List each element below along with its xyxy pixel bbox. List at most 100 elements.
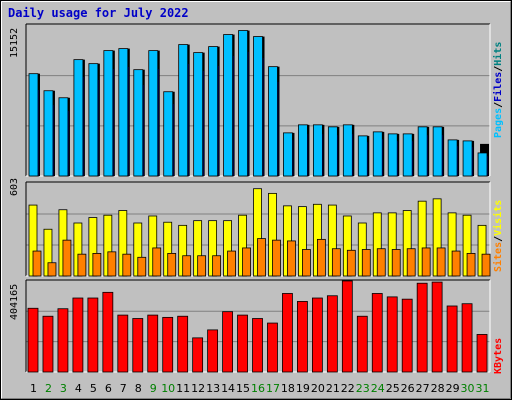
x-tick-day-13: 13 <box>206 382 221 395</box>
bar-sites <box>92 252 102 277</box>
bar-pages <box>28 73 39 177</box>
x-tick-day-27: 27 <box>415 382 430 395</box>
bar-pages <box>208 46 219 177</box>
x-tick-day-25: 25 <box>385 382 400 395</box>
bar-sites <box>436 247 446 277</box>
bar-sites <box>272 239 281 277</box>
x-tick-day-2: 2 <box>44 382 52 395</box>
x-tick-day-23: 23 <box>355 382 370 395</box>
panel-3-max-label: 404165 <box>9 283 20 320</box>
x-tick-day-11: 11 <box>176 382 191 395</box>
bar-sites <box>107 251 117 277</box>
bar-pages <box>43 90 54 177</box>
bar-kbytes <box>341 280 353 373</box>
x-tick-day-6: 6 <box>104 382 112 395</box>
bar-kbytes <box>237 314 248 373</box>
bar-kbytes <box>147 314 159 373</box>
bar-kbytes <box>192 337 204 373</box>
bar-pages <box>312 124 323 177</box>
bar-pages <box>163 91 174 177</box>
x-tick-day-15: 15 <box>236 382 251 395</box>
x-tick-day-30: 30 <box>460 382 475 395</box>
x-tick-day-28: 28 <box>430 382 445 395</box>
bar-kbytes <box>102 291 114 373</box>
bar-kbytes <box>416 282 428 373</box>
legend-separator: / <box>493 65 504 72</box>
bar-kbytes <box>72 297 84 373</box>
x-tick-day-20: 20 <box>310 382 325 395</box>
chart-title: Daily usage for July 2022 <box>8 6 189 20</box>
x-tick-day-10: 10 <box>161 382 176 395</box>
bar-kbytes <box>297 301 308 373</box>
bar-pages <box>357 135 368 177</box>
x-tick-day-7: 7 <box>119 382 127 395</box>
bar-sites <box>77 253 87 277</box>
bar-pages <box>253 36 263 177</box>
bar-kbytes <box>476 334 488 373</box>
bar-sites <box>47 262 57 277</box>
x-tick-day-29: 29 <box>445 382 460 395</box>
legend-visits: Visits <box>493 199 504 236</box>
bar-kbytes <box>267 322 278 373</box>
x-tick-day-24: 24 <box>370 382 385 395</box>
bar-pages <box>462 140 473 177</box>
bar-sites <box>227 250 236 277</box>
bar-pages <box>402 133 413 177</box>
bar-pages <box>193 52 204 177</box>
bar-sites <box>421 247 431 277</box>
bar-sites <box>451 250 461 277</box>
panel-1-legend: Pages/Files/Hits <box>493 42 504 138</box>
bar-sites <box>331 248 341 277</box>
bar-kbytes <box>371 293 383 373</box>
bar-pages <box>178 44 189 177</box>
bar-sites <box>481 253 491 277</box>
bar-sites <box>32 250 42 277</box>
x-tick-day-4: 4 <box>74 382 82 395</box>
bar-kbytes <box>326 295 338 373</box>
bar-sites <box>242 247 251 277</box>
bar-kbytes <box>446 305 458 373</box>
bar-kbytes <box>42 315 54 373</box>
bar-kbytes <box>207 329 219 373</box>
panel-1-max-label: 15152 <box>9 27 20 58</box>
x-tick-day-12: 12 <box>191 382 206 395</box>
bar-pages <box>432 126 443 177</box>
bar-sites <box>287 240 296 277</box>
bar-sites <box>137 256 147 277</box>
panel-3-legend: KBytes <box>493 338 504 374</box>
legend-sites: Sites <box>493 241 504 272</box>
x-tick-day-17: 17 <box>265 382 280 395</box>
bar-kbytes <box>431 281 443 373</box>
bar-sites <box>197 255 207 277</box>
bar-kbytes <box>177 315 189 373</box>
bar-kbytes <box>386 296 398 373</box>
legend-hits: Hits <box>493 41 504 66</box>
bar-pages <box>447 139 458 177</box>
bar-sites <box>167 252 177 277</box>
panel-2-legend: Sites/Visits <box>493 200 504 272</box>
bar-pages <box>268 66 278 177</box>
legend-separator: / <box>493 235 504 242</box>
bar-kbytes <box>461 303 473 373</box>
bar-pages <box>148 50 159 177</box>
bar-sites <box>406 248 416 277</box>
legend-pages: Pages <box>493 107 504 138</box>
bar-kbytes <box>252 318 263 373</box>
x-tick-day-9: 9 <box>149 382 157 395</box>
bar-pages <box>283 132 293 177</box>
x-tick-day-8: 8 <box>134 382 142 395</box>
x-tick-day-5: 5 <box>89 382 97 395</box>
bar-sites <box>361 249 371 277</box>
legend-kbytes: KBytes <box>493 337 504 374</box>
bar-pages <box>417 126 428 177</box>
bar-sites <box>182 255 192 277</box>
bar-sites <box>376 248 386 277</box>
bar-pages <box>133 69 144 177</box>
bar-kbytes <box>401 298 413 373</box>
panel-2-max-label: 603 <box>9 177 20 196</box>
bar-sites <box>316 238 326 277</box>
x-tick-day-3: 3 <box>59 382 67 395</box>
bar-kbytes <box>57 308 69 373</box>
